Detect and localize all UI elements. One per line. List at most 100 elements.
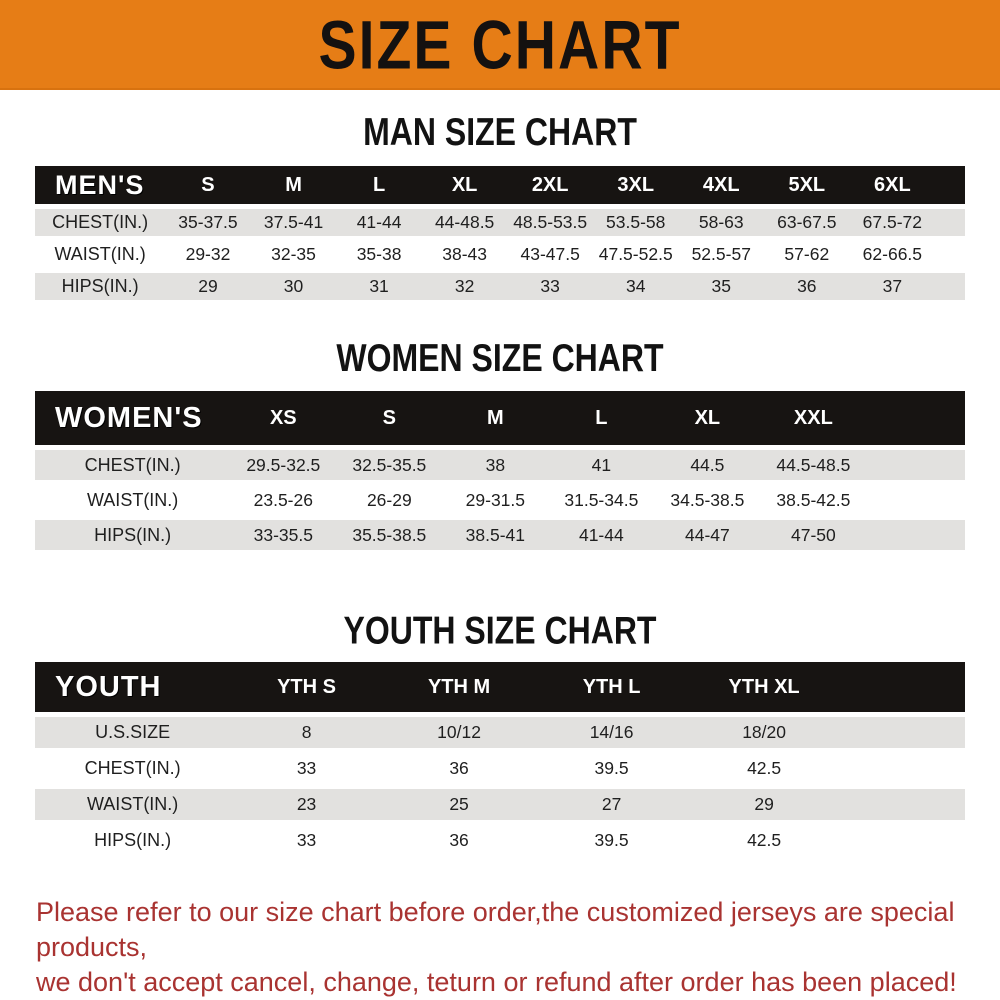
spacer-cell <box>935 166 965 204</box>
cell: 23.5-26 <box>253 489 313 510</box>
cell: 44-48.5 <box>434 212 495 232</box>
spacer-cell <box>840 825 965 856</box>
cell: 14/16 <box>589 722 634 742</box>
women-header-row: WOMEN'S XS S M L XL XXL <box>35 391 965 445</box>
cell: 58-63 <box>698 212 744 232</box>
cell: 47.5-52.5 <box>598 244 673 264</box>
youth-size-table: YOUTH YTH S YTH M YTH L YTH XL U.S.SIZE … <box>35 657 965 861</box>
cell: 33 <box>296 830 317 850</box>
row-label: HIPS(IN.) <box>94 830 172 850</box>
spacer-cell <box>866 485 965 515</box>
cell: 29-32 <box>185 244 231 264</box>
youth-col-header: YTH M <box>427 675 491 698</box>
women-col-header: XXL <box>793 406 833 429</box>
spacer-cell <box>866 450 965 480</box>
cell: 34 <box>625 276 646 296</box>
row-label: U.S.SIZE <box>95 722 171 742</box>
men-row-waist: WAIST(IN.) 29-32 32-35 35-38 38-43 43-47… <box>35 241 965 268</box>
men-header-row: MEN'S S M L XL 2XL 3XL 4XL 5XL 6XL <box>35 166 965 204</box>
youth-section-heading: YOUTH SIZE CHART <box>343 608 657 652</box>
row-label: HIPS(IN.) <box>61 276 139 296</box>
cell: 39.5 <box>594 830 629 850</box>
spacer-cell <box>935 241 965 268</box>
spacer-cell <box>840 753 965 784</box>
cell: 41-44 <box>578 524 624 545</box>
cell: 52.5-57 <box>691 244 751 264</box>
women-table-title: WOMEN'S <box>55 401 203 434</box>
cell: 35.5-38.5 <box>352 524 427 545</box>
cell: 44-47 <box>684 524 730 545</box>
men-col-header: 5XL <box>788 173 826 196</box>
spacer-cell <box>866 391 965 445</box>
women-col-header: M <box>487 406 504 429</box>
banner: SIZE CHART <box>0 0 1000 90</box>
row-label: WAIST(IN.) <box>86 489 179 510</box>
youth-section: YOUTH SIZE CHART YOUTH YTH S YTH M YTH L… <box>0 555 1000 861</box>
cell: 38.5-41 <box>465 524 526 545</box>
man-size-table: MEN'S S M L XL 2XL 3XL 4XL 5XL 6XL CHEST… <box>35 161 965 305</box>
cell: 27 <box>601 794 622 814</box>
cell: 32.5-35.5 <box>352 454 427 475</box>
men-col-header: L <box>372 173 386 196</box>
youth-col-header: YTH XL <box>728 675 800 698</box>
youth-table-title: YOUTH <box>55 670 162 703</box>
women-row-hips: HIPS(IN.) 33-35.5 35.5-38.5 38.5-41 41-4… <box>35 520 965 550</box>
row-label: WAIST(IN.) <box>54 244 146 264</box>
women-row-chest: CHEST(IN.) 29.5-32.5 32.5-35.5 38 41 44.… <box>35 450 965 480</box>
row-label: CHEST(IN.) <box>84 454 181 475</box>
cell: 39.5 <box>594 758 629 778</box>
cell: 26-29 <box>366 489 412 510</box>
spacer-cell <box>935 273 965 300</box>
cell: 35-38 <box>356 244 402 264</box>
cell: 63-67.5 <box>777 212 837 232</box>
cell: 32-35 <box>271 244 316 264</box>
row-label: HIPS(IN.) <box>94 524 172 545</box>
cell: 41 <box>591 454 612 475</box>
spacer-cell <box>935 209 965 236</box>
women-col-header: S <box>382 406 396 429</box>
cell: 47-50 <box>791 524 836 545</box>
men-col-header: 4XL <box>702 173 740 196</box>
cell: 29 <box>198 276 218 296</box>
cell: 35-37.5 <box>178 212 238 232</box>
cell: 36 <box>449 830 469 850</box>
cell: 33 <box>296 758 317 778</box>
cell: 67.5-72 <box>862 212 923 232</box>
youth-header-row: YOUTH YTH S YTH M YTH L YTH XL <box>35 662 965 712</box>
women-col-header: XL <box>694 406 721 429</box>
row-label: CHEST(IN.) <box>84 758 181 778</box>
spacer-cell <box>866 520 965 550</box>
youth-col-header: YTH L <box>582 675 641 698</box>
cell: 33-35.5 <box>253 524 313 545</box>
youth-row-hips: HIPS(IN.) 33 36 39.5 42.5 <box>35 825 965 856</box>
youth-col-header: YTH S <box>277 675 336 698</box>
women-col-header: XS <box>269 406 297 429</box>
row-label: WAIST(IN.) <box>86 794 179 814</box>
women-section: WOMEN SIZE CHART WOMEN'S XS S M L XL XXL <box>0 305 1000 555</box>
cell: 41-44 <box>356 212 402 232</box>
man-section-heading: MAN SIZE CHART <box>363 109 637 154</box>
spacer-cell <box>840 789 965 820</box>
cell: 29-31.5 <box>465 489 526 510</box>
cell: 29 <box>754 794 774 814</box>
spacer-cell <box>840 662 965 712</box>
disclaimer-line-2: we don't accept cancel, change, teturn o… <box>36 967 957 997</box>
disclaimer-line-1: Please refer to our size chart before or… <box>36 897 955 962</box>
cell: 31.5-34.5 <box>564 489 639 510</box>
cell: 25 <box>449 794 469 814</box>
cell: 29.5-32.5 <box>246 454 321 475</box>
men-row-chest: CHEST(IN.) 35-37.5 37.5-41 41-44 44-48.5… <box>35 209 965 236</box>
men-col-header: M <box>285 173 302 196</box>
cell: 36 <box>797 276 817 296</box>
man-section: MAN SIZE CHART MEN'S S M L XL 2XL 3XL 4X… <box>0 90 1000 305</box>
cell: 37.5-41 <box>263 212 324 232</box>
men-col-header: XL <box>451 173 478 196</box>
cell: 38.5-42.5 <box>776 489 851 510</box>
cell: 57-62 <box>784 244 830 264</box>
cell: 37 <box>882 276 903 296</box>
women-col-header: L <box>595 406 608 429</box>
cell: 43-47.5 <box>520 244 580 264</box>
youth-row-ussize: U.S.SIZE 8 10/12 14/16 18/20 <box>35 717 965 748</box>
cell: 44.5 <box>690 454 725 475</box>
